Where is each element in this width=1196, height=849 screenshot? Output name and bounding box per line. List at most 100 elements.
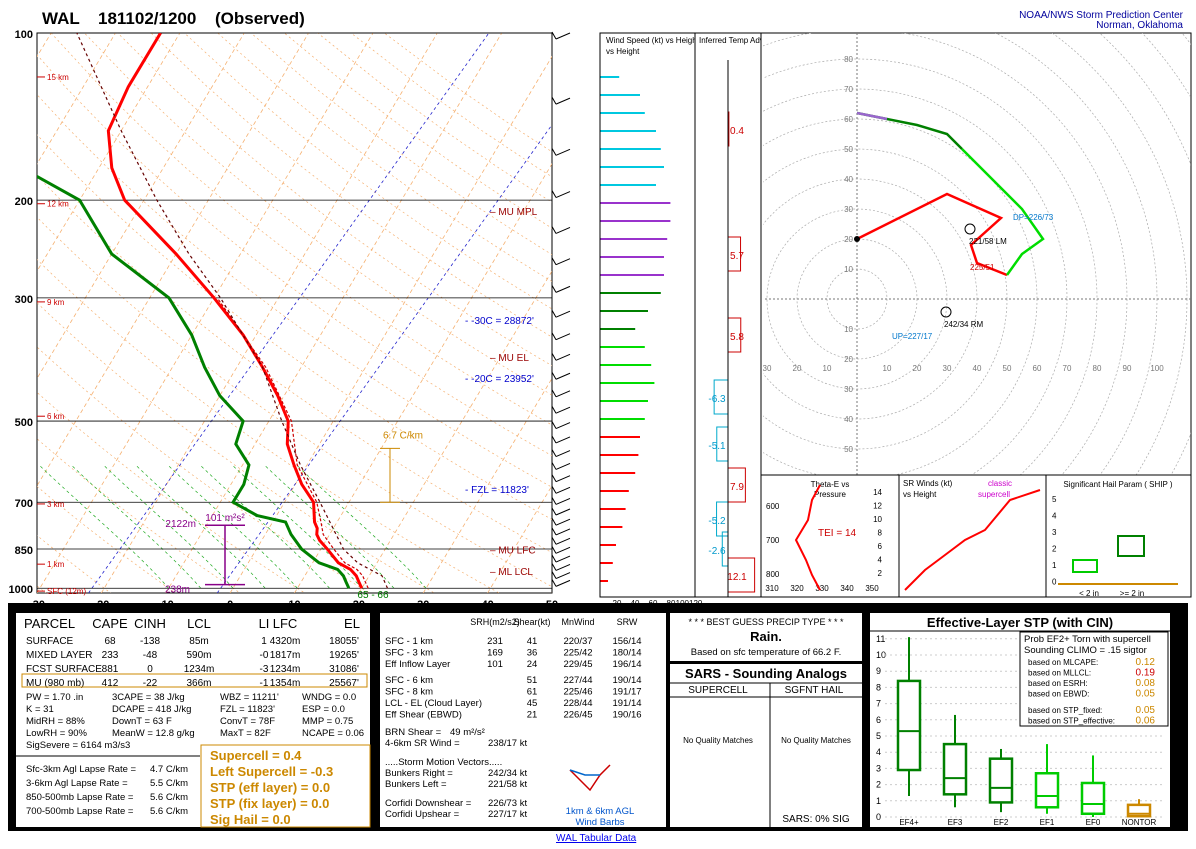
ship-box [1072, 559, 1098, 573]
kin-cell: 61 [527, 687, 538, 698]
barb-glyph [569, 764, 611, 792]
stp-box [942, 742, 968, 796]
kin-cell: 225/42 [563, 648, 592, 659]
thermo-index: MidRH = 88% [26, 716, 85, 727]
thermo-index: DCAPE = 418 J/kg [112, 704, 191, 715]
parcel-header: EL [344, 616, 360, 631]
advection-value: -2.6 [708, 546, 726, 557]
wind-speed-bar [600, 112, 645, 114]
precip-panel [670, 613, 862, 661]
motion-value: 221/58 kt [488, 779, 527, 790]
stp-ytick: 10 [876, 650, 886, 660]
wind-barb [551, 405, 557, 414]
kin-row-label: SFC - 1 km [385, 636, 433, 647]
level-annotation: – MU LFC [490, 545, 536, 556]
series-dewpoint [37, 174, 351, 589]
wind-barb [551, 497, 557, 505]
parcel-header: CINH [134, 616, 166, 631]
wind-barb [555, 555, 571, 563]
lapse-label: 3-6km Agl Lapse Rate = [26, 778, 128, 789]
hodo-tick: 60 [844, 115, 853, 124]
kin-row-label: SFC - 6 km [385, 675, 433, 686]
pressure-tick: 500 [15, 417, 33, 429]
thermo-index: WNDG = 0.0 [302, 692, 356, 703]
advection-value: 7.9 [730, 482, 744, 493]
stp-prob-value: 0.05 [1136, 689, 1156, 700]
stp-prob-label: based on STP_fixed: [1028, 706, 1102, 715]
theta-e-xtick: 320 [790, 584, 804, 593]
sr-ytick: 2 [878, 569, 883, 578]
parcel-cell: -138 [140, 636, 160, 647]
wind-barb [551, 389, 557, 398]
wind-speed-bar [600, 130, 656, 132]
stp-prob-title: Prob EF2+ Torn with supercell [1024, 634, 1151, 645]
thermo-index: MaxT = 82F [220, 728, 271, 739]
wind-speed-bar [600, 166, 664, 168]
ship-ytick: 3 [1052, 528, 1057, 537]
sounding-kind: (Observed) [215, 9, 305, 28]
wind-barb [551, 353, 557, 361]
lapse-value: 5.5 C/km [150, 778, 188, 789]
tabular-data-link[interactable]: WAL Tabular Data [556, 833, 637, 844]
sars-panel [670, 664, 862, 827]
hodo-tick: 80 [1093, 364, 1102, 373]
stp-prob-label: based on MLCAPE: [1028, 658, 1098, 667]
lapse-value: 5.6 C/km [150, 806, 188, 817]
kin-row-label: Eff Inflow Layer [385, 659, 450, 670]
wind-barb [551, 435, 557, 444]
stp-ytick: 7 [876, 699, 881, 709]
parcel-cell: 1817m [270, 650, 301, 661]
parcel-header: LCL [187, 616, 211, 631]
parcel-cell: 881 [102, 664, 119, 675]
wind-speed-bar [600, 580, 608, 582]
parcel-cell: 590m [186, 650, 211, 661]
stp-ytick: 4 [876, 747, 881, 757]
theta-e-xtick: 330 [815, 584, 829, 593]
wind-barb [551, 309, 557, 318]
parcel-cell: 1234m [270, 664, 301, 675]
stp-prob-value: 0.05 [1136, 705, 1156, 716]
pressure-tick: 700 [15, 498, 33, 510]
kin-header: SRH(m2/s2) [470, 617, 520, 627]
stp-box [896, 679, 922, 772]
wind-speed-bar [600, 292, 661, 294]
wind-barb [555, 285, 571, 293]
wind-barb [551, 527, 557, 536]
motion-label: Bunkers Left = [385, 779, 447, 790]
wind-barb [555, 572, 571, 579]
hodo-tick: 50 [1003, 364, 1012, 373]
parcel-panel [16, 613, 370, 827]
advection-value: 5.7 [730, 251, 744, 262]
theta-e-ytick: 800 [766, 570, 780, 579]
hodo-tick: 10 [883, 364, 892, 373]
height-label: 9 km [47, 298, 65, 307]
wind-barb [555, 546, 571, 554]
thermo-index: FZL = 11823' [220, 704, 275, 715]
motion-value: 227/17 kt [488, 809, 527, 820]
theta-e-xtick: 350 [865, 584, 879, 593]
height-label: 12 km [47, 200, 69, 209]
wind-barb [555, 32, 571, 40]
kin-cell: 101 [487, 659, 503, 670]
kin-cell: 156/14 [612, 636, 641, 647]
hodo-rm-label: 242/34 RM [944, 320, 983, 329]
wind-barb [551, 371, 557, 380]
eff-top-label: 2122m [165, 519, 196, 530]
theta-e-line [794, 484, 821, 591]
wind-speed-bar [600, 256, 664, 258]
mu-highlight [21, 673, 368, 688]
ship-ytick: 5 [1052, 495, 1057, 504]
parcel-cell: 1 [261, 636, 267, 647]
thermo-index: K = 31 [26, 704, 54, 715]
thermo-index: ESP = 0.0 [302, 704, 345, 715]
brn-value: 49 m²/s² [450, 727, 485, 738]
motion-value: 242/34 kt [488, 768, 527, 779]
stp-ytick: 3 [876, 763, 881, 773]
parcel-cell: 31086' [329, 664, 359, 675]
kin-cell: 191/14 [612, 698, 641, 709]
theta-e-xtick: 340 [840, 584, 854, 593]
parcel-cell: 18055' [329, 636, 359, 647]
